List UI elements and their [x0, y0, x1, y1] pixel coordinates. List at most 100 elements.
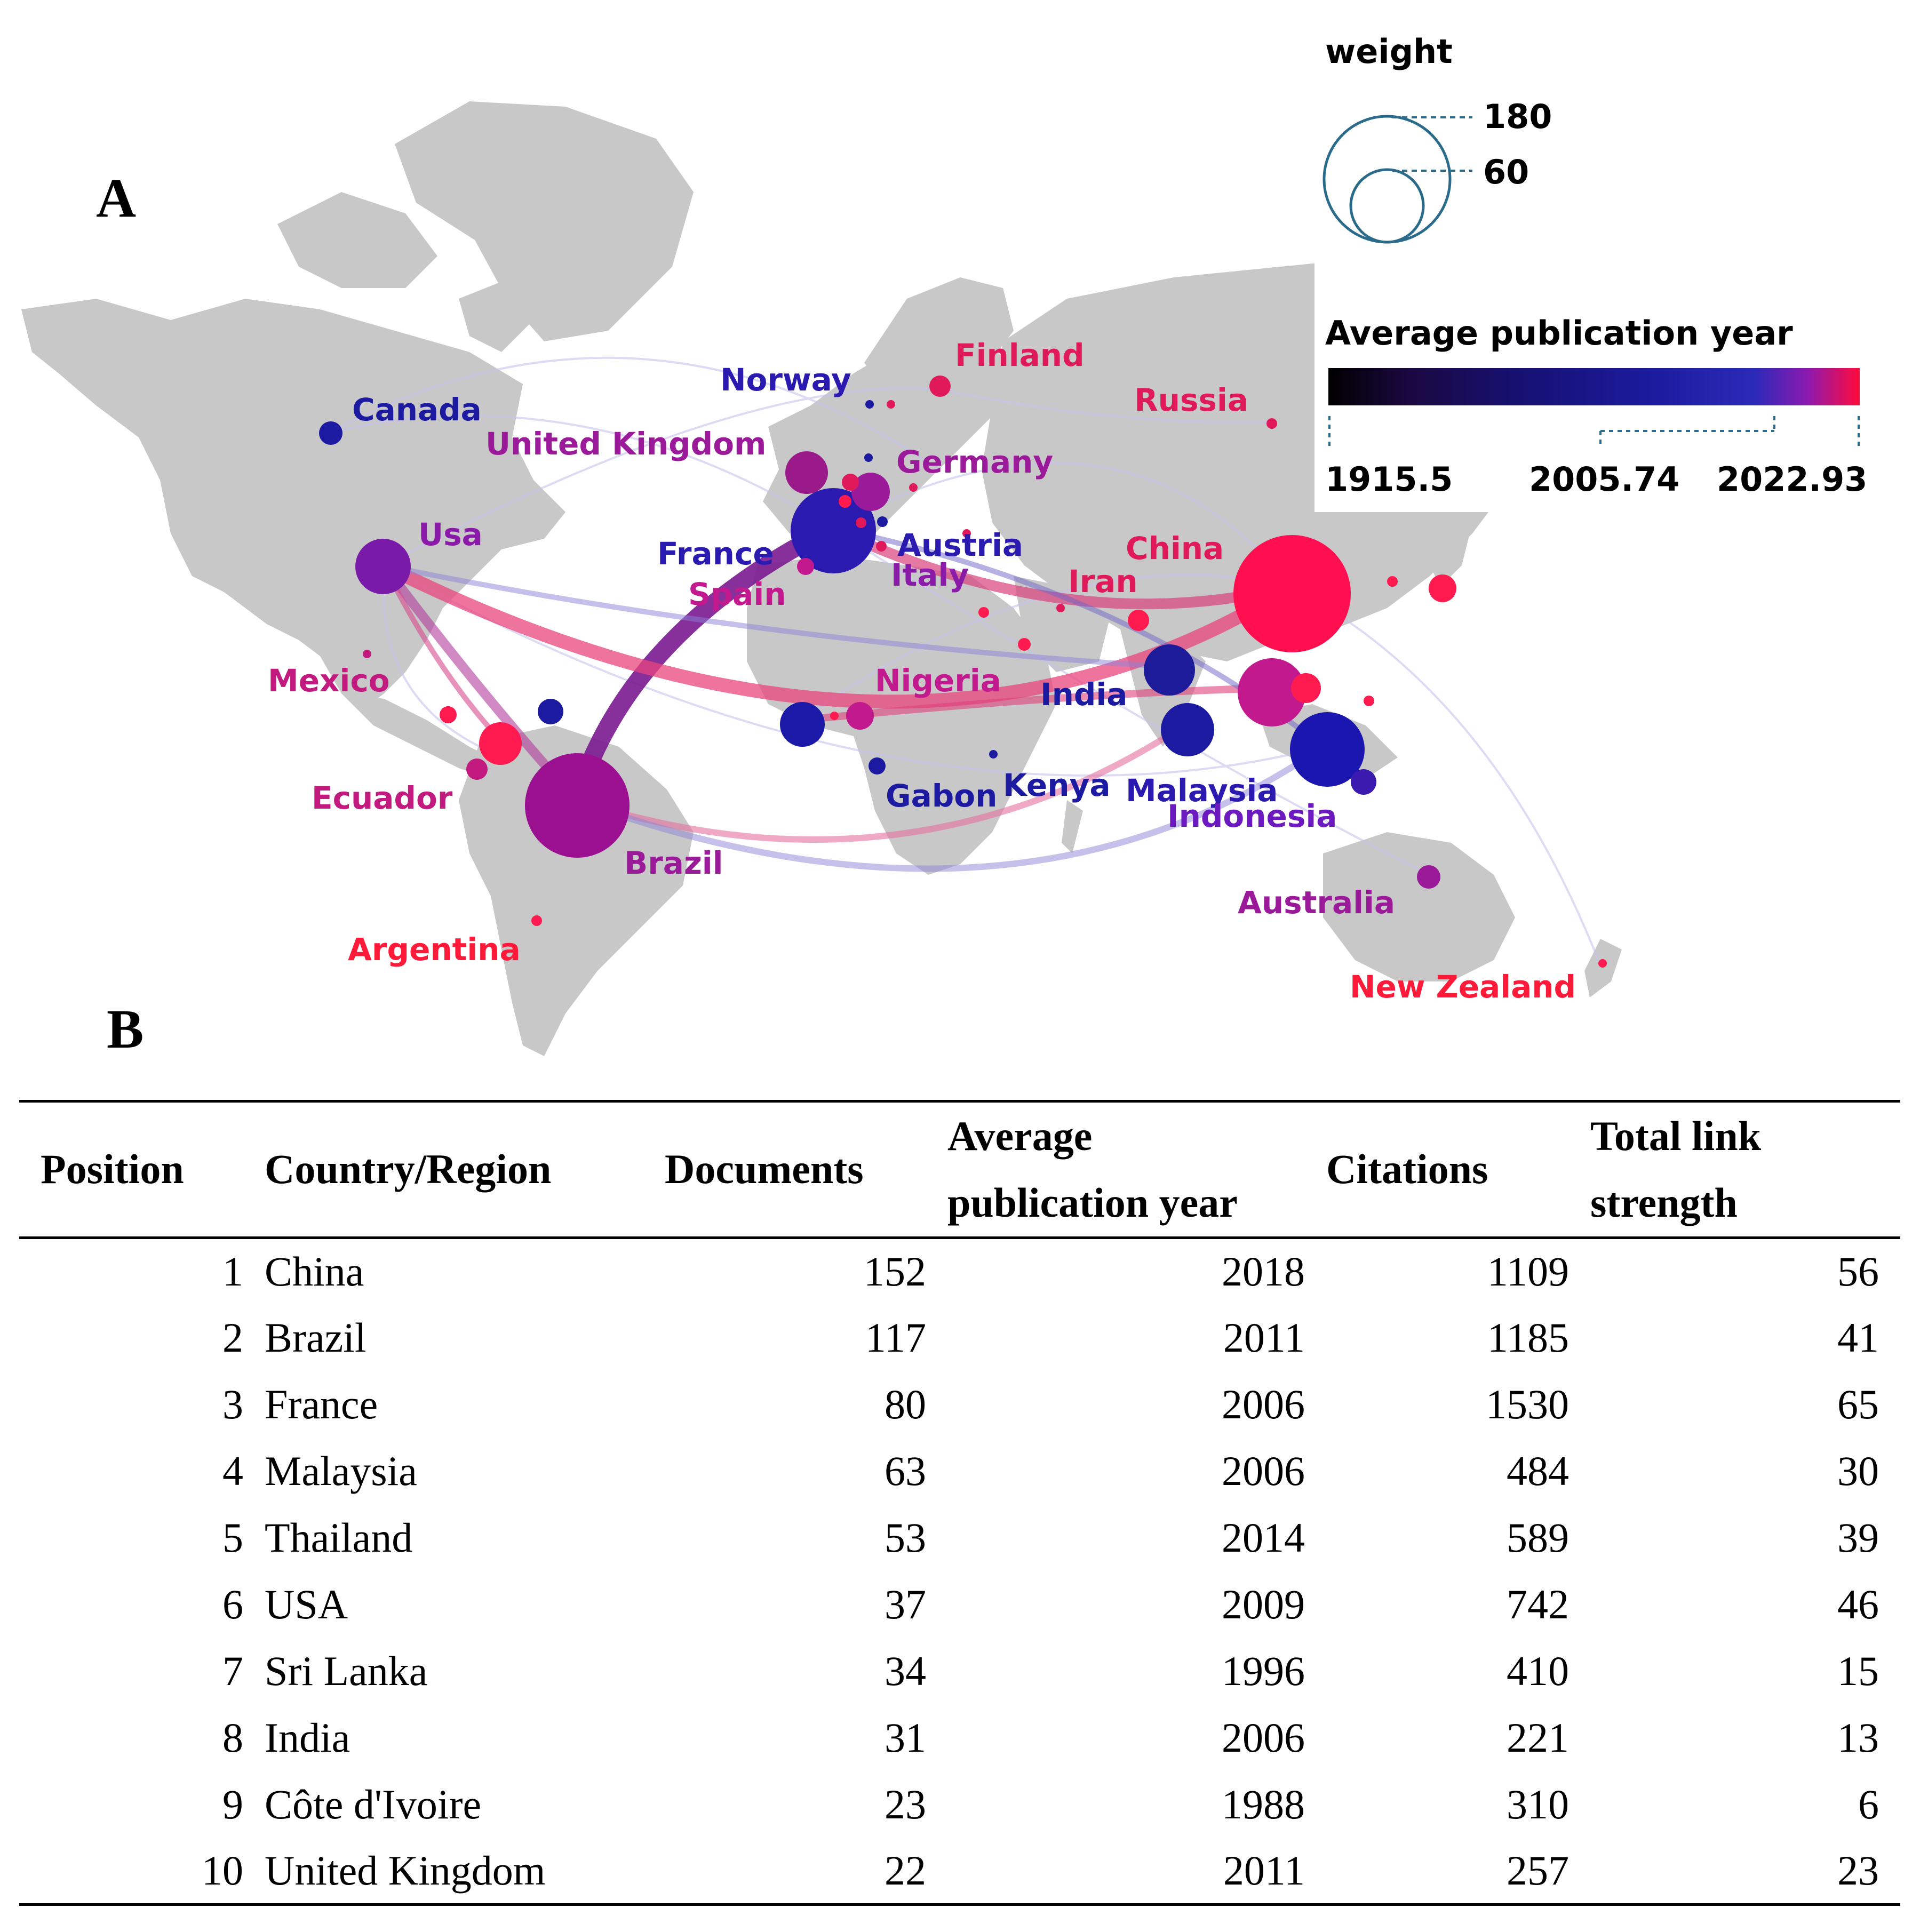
link-nigeria-china: [796, 684, 1273, 724]
cell-citations: 310: [1507, 1781, 1569, 1828]
node-egypt: [978, 607, 989, 618]
cell-position: 3: [222, 1381, 243, 1428]
table-row: 2 Brazil 117 2011 1185 41: [19, 1305, 1900, 1371]
cell-avg-year: 2018: [1222, 1248, 1305, 1295]
table-row: 4 Malaysia 63 2006 484 30: [19, 1438, 1900, 1505]
cell-tls: 15: [1837, 1648, 1879, 1695]
legend: weight 180 60 Average publication year 1…: [1315, 21, 1912, 512]
cell-citations: 484: [1507, 1448, 1569, 1495]
node-denmark: [864, 453, 873, 462]
node-indonesia: [1290, 712, 1365, 787]
node-australia: [1417, 865, 1440, 889]
central-america-shape: [341, 693, 501, 779]
node-mexico-area: [440, 706, 457, 723]
node-canada: [319, 421, 342, 445]
header-country: Country/Region: [265, 1146, 552, 1193]
node-turkey: [962, 529, 971, 538]
node-brazil: [525, 753, 630, 858]
node-poland: [909, 483, 918, 492]
label-mexico: Mexico: [268, 662, 390, 699]
link-brazil-malaysia: [573, 722, 1188, 843]
node-korea: [1387, 576, 1398, 587]
node-india: [1144, 644, 1195, 696]
cell-documents: 37: [885, 1581, 926, 1628]
label-argentina: Argentina: [348, 931, 521, 968]
cell-citations: 1109: [1487, 1248, 1569, 1295]
label-indonesia: Indonesia: [1167, 798, 1337, 834]
header-position: Position: [41, 1146, 184, 1193]
cell-country: United Kingdom: [265, 1847, 546, 1894]
node-thailand: [1238, 658, 1306, 727]
label-italy: Italy: [891, 557, 969, 593]
node-cote-divoire: [780, 702, 825, 747]
node-germany: [851, 473, 890, 511]
legend-year-max: 2022.93: [1717, 460, 1867, 499]
label-spain: Spain: [688, 576, 786, 612]
legend-weight-title: weight: [1325, 32, 1453, 71]
australia-shape: [1323, 832, 1515, 981]
country-table-wrapper: Position Country/Region Documents Averag…: [19, 1100, 1900, 1906]
cell-tls: 56: [1837, 1248, 1879, 1295]
label-india: India: [1040, 676, 1127, 713]
cell-avg-year: 1996: [1222, 1648, 1305, 1695]
node-sweden: [887, 400, 895, 409]
node-spain: [797, 558, 814, 575]
label-usa: Usa: [418, 516, 483, 553]
cell-avg-year: 2011: [1223, 1847, 1305, 1894]
link-brazil-france: [567, 519, 841, 809]
legend-color-bar: [1328, 368, 1860, 405]
node-finland: [929, 376, 951, 397]
cell-documents: 31: [885, 1714, 926, 1761]
cell-tls: 30: [1837, 1448, 1879, 1495]
header-tls-line2: strength: [1590, 1179, 1738, 1226]
cell-position: 1: [222, 1248, 243, 1295]
node-netherlands: [842, 474, 859, 491]
cell-position: 2: [222, 1314, 243, 1361]
legend-weight-small: 60: [1483, 153, 1529, 191]
arctic-islands-shape: [277, 192, 437, 288]
table-row: 3 France 80 2006 1530 65: [19, 1371, 1900, 1438]
cell-country: Brazil: [265, 1314, 367, 1361]
header-avg-year: Average publication year: [947, 1101, 1326, 1238]
label-kenya: Kenya: [1003, 767, 1111, 803]
node-japan: [1429, 574, 1456, 602]
map-labels: Canada United Kingdom Norway Finland Rus…: [268, 337, 1576, 1005]
cell-citations: 1530: [1486, 1381, 1569, 1428]
cell-citations: 1185: [1487, 1314, 1569, 1361]
cell-avg-year: 2011: [1223, 1314, 1305, 1361]
header-citations: Citations: [1326, 1146, 1488, 1193]
collaboration-map: Canada United Kingdom Norway Finland Rus…: [21, 21, 1912, 1056]
greenland-shape: [395, 101, 694, 341]
cell-citations: 221: [1507, 1714, 1569, 1761]
cell-tls: 39: [1837, 1514, 1879, 1561]
legend-color-title: Average publication year: [1325, 314, 1793, 353]
label-china: China: [1126, 530, 1224, 566]
cell-country: Thailand: [265, 1514, 413, 1561]
cell-country: USA: [265, 1581, 348, 1628]
cell-documents: 34: [885, 1648, 926, 1695]
label-ecuador: Ecuador: [312, 780, 453, 816]
table-row: 7 Sri Lanka 34 1996 410 15: [19, 1638, 1900, 1705]
country-nodes: [319, 376, 1607, 968]
faint-links: [330, 356, 1602, 966]
panel-label-a: A: [96, 167, 137, 229]
node-russia: [1266, 418, 1277, 429]
table-row: 1 China 152 2018 1109 56: [19, 1238, 1900, 1305]
panel-label-b: B: [107, 999, 144, 1060]
cell-country: China: [265, 1248, 364, 1295]
table-body: 1 China 152 2018 1109 56 2 Brazil 117 2011 1185 41 3…: [19, 1238, 1900, 1905]
cell-position: 10: [202, 1847, 243, 1894]
legend-year-min: 1915.5: [1325, 460, 1453, 499]
node-colombia: [538, 699, 563, 724]
arctic-island-2-shape: [459, 277, 533, 352]
node-france: [791, 488, 876, 573]
header-tls: Total link strength: [1590, 1101, 1900, 1238]
cell-position: 8: [222, 1714, 243, 1761]
new-zealand-shape: [1584, 939, 1622, 997]
link-brazil-indonesia: [573, 744, 1326, 872]
header-avg-year-line2: publication year: [947, 1179, 1238, 1226]
cell-position: 4: [222, 1448, 243, 1495]
node-saudi: [1018, 638, 1031, 651]
cell-tls: 46: [1837, 1581, 1879, 1628]
cell-documents: 53: [885, 1514, 926, 1561]
